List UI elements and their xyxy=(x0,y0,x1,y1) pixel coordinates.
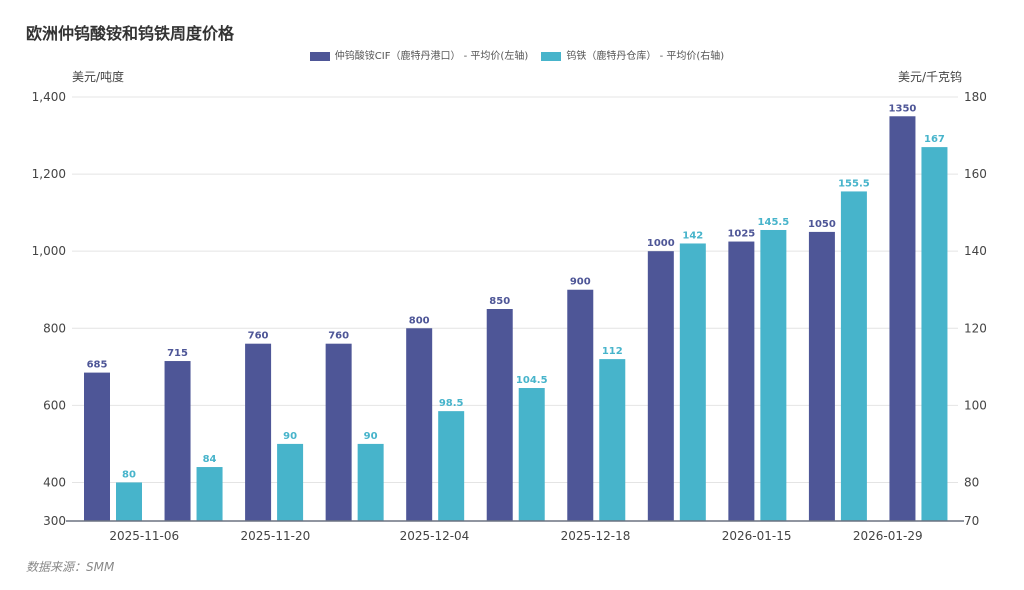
x-tick-label: 2026-01-15 xyxy=(722,529,792,543)
data-label: 84 xyxy=(203,454,217,465)
data-label: 90 xyxy=(364,431,378,442)
legend-swatch-fw xyxy=(541,51,562,61)
data-label: 80 xyxy=(122,469,136,480)
bar-fw xyxy=(357,443,384,521)
data-label: 1050 xyxy=(808,219,836,230)
bar-apt xyxy=(889,116,916,521)
data-label: 850 xyxy=(489,296,510,307)
chart-title: 欧洲仲钨酸铵和钨铁周度价格 xyxy=(26,24,235,43)
data-label: 1000 xyxy=(647,238,675,249)
bar-fw xyxy=(438,411,465,521)
bar-apt xyxy=(486,309,513,521)
legend-label-fw[interactable]: 钨铁（鹿特丹仓库） - 平均价(右轴) xyxy=(566,51,725,62)
data-label: 900 xyxy=(570,277,591,288)
x-tick-label: 2025-12-04 xyxy=(400,529,470,543)
data-label: 1025 xyxy=(727,229,755,240)
data-source: 数据来源：SMM xyxy=(26,560,115,574)
right-tick-label: 100 xyxy=(964,398,987,412)
bar-fw xyxy=(277,443,304,521)
left-tick-label: 300 xyxy=(43,514,66,528)
right-axis-unit: 美元/千克钨 xyxy=(897,70,962,84)
right-tick-label: 140 xyxy=(964,244,987,258)
bar-apt xyxy=(245,343,272,521)
data-label: 800 xyxy=(409,315,430,326)
data-label: 685 xyxy=(87,360,108,371)
x-tick-label: 2025-12-18 xyxy=(561,529,631,543)
x-tick-label: 2026-01-29 xyxy=(853,529,923,543)
right-tick-label: 120 xyxy=(964,321,987,335)
data-label: 90 xyxy=(283,431,297,442)
bar-fw xyxy=(196,467,223,521)
bar-apt xyxy=(567,289,594,521)
data-label: 760 xyxy=(328,331,349,342)
left-tick-label: 1,200 xyxy=(32,167,66,181)
left-tick-label: 1,400 xyxy=(32,90,66,104)
bar-apt xyxy=(728,241,755,521)
right-tick-label: 80 xyxy=(964,475,979,489)
bar-apt xyxy=(84,372,110,521)
bar-apt xyxy=(164,361,191,521)
bar-fw xyxy=(679,243,706,522)
left-axis-unit: 美元/吨度 xyxy=(72,70,125,84)
data-label: 1350 xyxy=(889,103,917,114)
bar-apt xyxy=(647,251,674,521)
left-tick-label: 1,000 xyxy=(32,244,66,258)
data-label: 167 xyxy=(924,134,945,145)
right-tick-label: 70 xyxy=(964,514,979,528)
right-tick-label: 180 xyxy=(964,90,987,104)
x-tick-label: 2025-11-20 xyxy=(240,529,310,543)
data-label: 104.5 xyxy=(516,375,548,386)
bar-fw xyxy=(116,482,142,521)
left-tick-label: 400 xyxy=(43,475,66,489)
bar-apt xyxy=(808,231,835,521)
left-tick-label: 600 xyxy=(43,398,66,412)
bar-fw xyxy=(599,359,626,521)
bar-apt xyxy=(406,328,433,521)
bar-fw xyxy=(760,229,787,521)
bar-fw xyxy=(840,191,867,521)
left-tick-label: 800 xyxy=(43,321,66,335)
right-tick-label: 160 xyxy=(964,167,987,181)
data-label: 715 xyxy=(167,348,188,359)
data-label: 760 xyxy=(248,331,269,342)
legend-swatch-apt xyxy=(309,51,330,61)
data-label: 98.5 xyxy=(439,398,464,409)
data-label: 142 xyxy=(682,230,703,241)
bar-fw xyxy=(921,147,948,522)
legend-label-apt[interactable]: 仲钨酸铵CIF（鹿特丹港口） - 平均价(左轴) xyxy=(334,51,529,62)
bar-fw xyxy=(518,388,545,521)
data-label: 112 xyxy=(602,346,623,357)
data-label: 155.5 xyxy=(838,178,870,189)
bar-apt xyxy=(325,343,352,521)
data-label: 145.5 xyxy=(758,217,790,228)
x-tick-label: 2025-11-06 xyxy=(109,529,179,543)
legend: 仲钨酸铵CIF（鹿特丹港口） - 平均价(左轴) 钨铁（鹿特丹仓库） - 平均价… xyxy=(0,47,1024,62)
